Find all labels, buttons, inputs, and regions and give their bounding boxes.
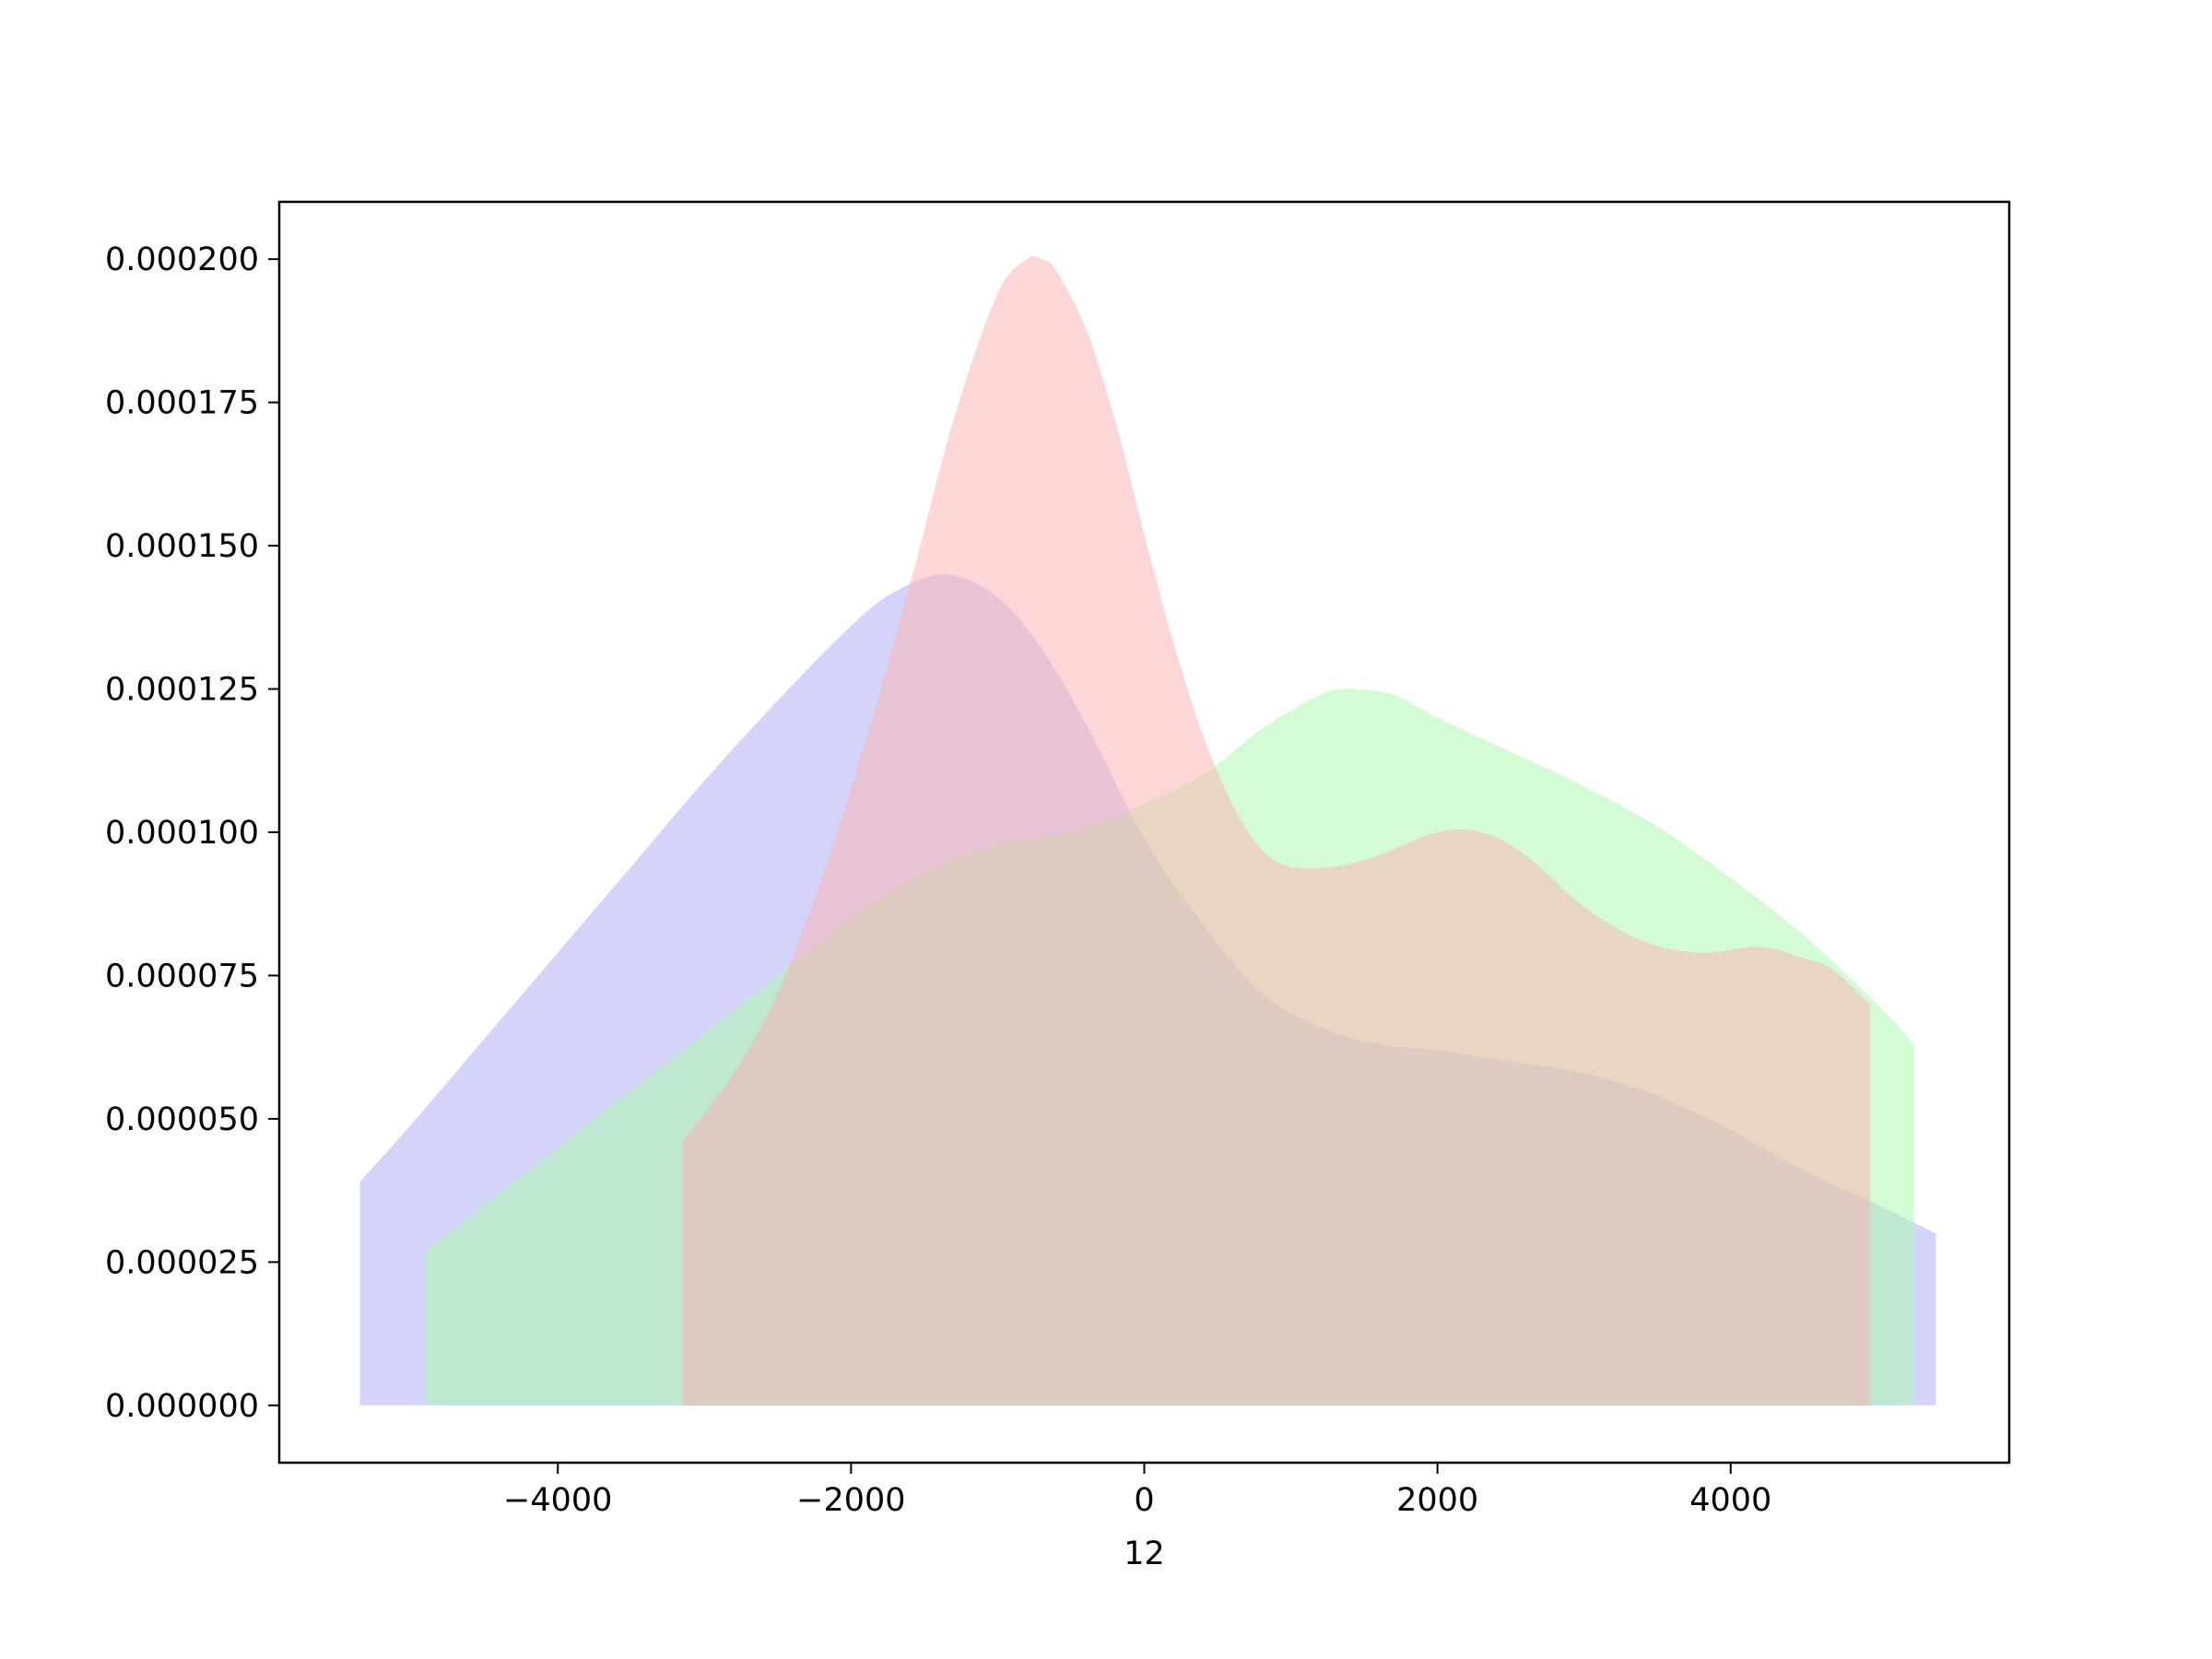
x-axis-label: 12 [1124,1535,1165,1572]
density-areas [359,255,1936,1406]
x-tick-label: 0 [1134,1482,1154,1519]
x-tick-label: 4000 [1689,1482,1771,1519]
density-area-3 [682,255,1870,1406]
y-tick-label: 0.000125 [105,672,259,709]
y-tick-label: 0.000000 [105,1388,259,1425]
y-tick-label: 0.000200 [105,241,259,278]
y-tick-label: 0.000025 [105,1244,259,1281]
x-tick-label: 2000 [1396,1482,1478,1519]
y-tick-label: 0.000075 [105,958,259,994]
x-tick-label: −4000 [503,1482,612,1519]
y-tick-label: 0.000050 [105,1101,259,1138]
y-tick-label: 0.000150 [105,528,259,565]
x-tick-label: −2000 [796,1482,905,1519]
y-tick-label: 0.000175 [105,385,259,422]
y-axis-ticks: 0.000000 0.000025 0.000050 0.000075 0.000100… [105,241,279,1425]
y-tick-label: 0.000100 [105,815,259,852]
x-axis-ticks: −4000 −2000 0 2000 4000 [503,1463,1771,1519]
